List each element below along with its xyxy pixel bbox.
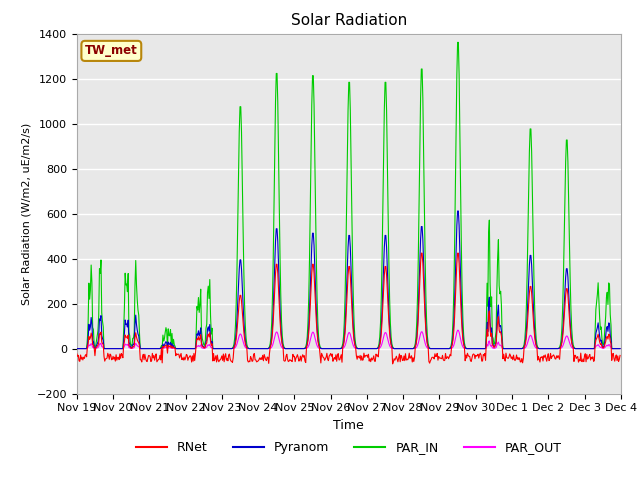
Text: TW_met: TW_met [85, 44, 138, 58]
X-axis label: Time: Time [333, 419, 364, 432]
Title: Solar Radiation: Solar Radiation [291, 13, 407, 28]
Legend: RNet, Pyranom, PAR_IN, PAR_OUT: RNet, Pyranom, PAR_IN, PAR_OUT [131, 436, 567, 459]
Y-axis label: Solar Radiation (W/m2, uE/m2/s): Solar Radiation (W/m2, uE/m2/s) [21, 122, 31, 305]
